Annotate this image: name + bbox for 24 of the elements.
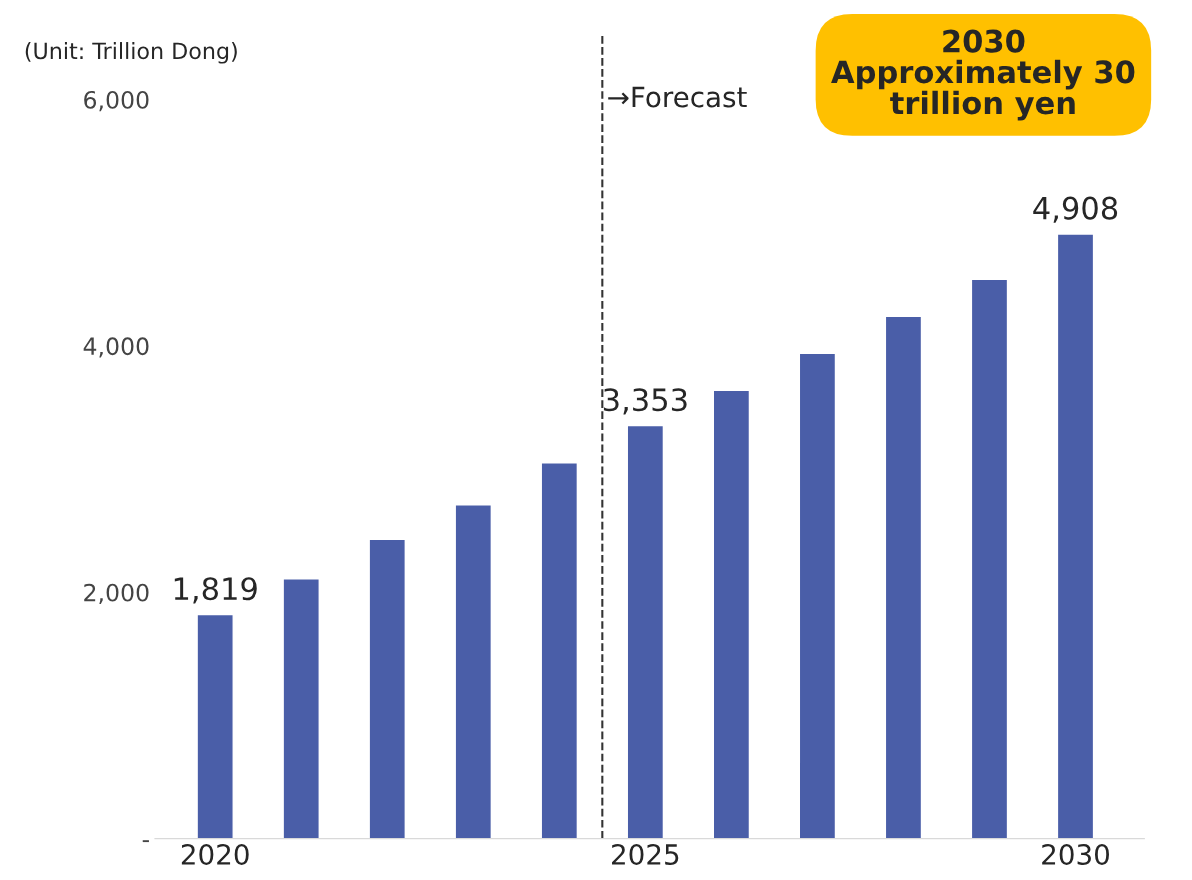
bar bbox=[884, 315, 923, 839]
x-tick-label: 2025 bbox=[612, 843, 679, 865]
x-tick-label: 2020 bbox=[181, 843, 249, 865]
ref-line-label: →Forecast bbox=[608, 86, 747, 108]
y-tick-label: - bbox=[142, 840, 149, 843]
x-tick-label: 2030 bbox=[1042, 843, 1109, 865]
data-label: 3,353 bbox=[603, 388, 687, 415]
bar bbox=[540, 462, 579, 839]
bar bbox=[368, 538, 407, 839]
data-label: 4,908 bbox=[1033, 196, 1118, 223]
bar bbox=[454, 504, 493, 839]
annotation: 2030 Approximately 30 trillion yen bbox=[831, 29, 1135, 121]
bar bbox=[712, 389, 751, 839]
bar bbox=[196, 613, 234, 839]
y-axis-title: (Unit: Trillion Dong) bbox=[25, 42, 237, 64]
bar bbox=[282, 577, 320, 839]
bar bbox=[626, 424, 665, 839]
y-tick-label: 4,000 bbox=[83, 337, 149, 358]
bar bbox=[798, 352, 837, 839]
data-label: 1,819 bbox=[174, 577, 257, 604]
y-tick-label: 2,000 bbox=[84, 583, 149, 604]
bar bbox=[970, 278, 1009, 839]
y-tick-label: 6,000 bbox=[84, 90, 149, 112]
bar bbox=[1056, 233, 1095, 839]
